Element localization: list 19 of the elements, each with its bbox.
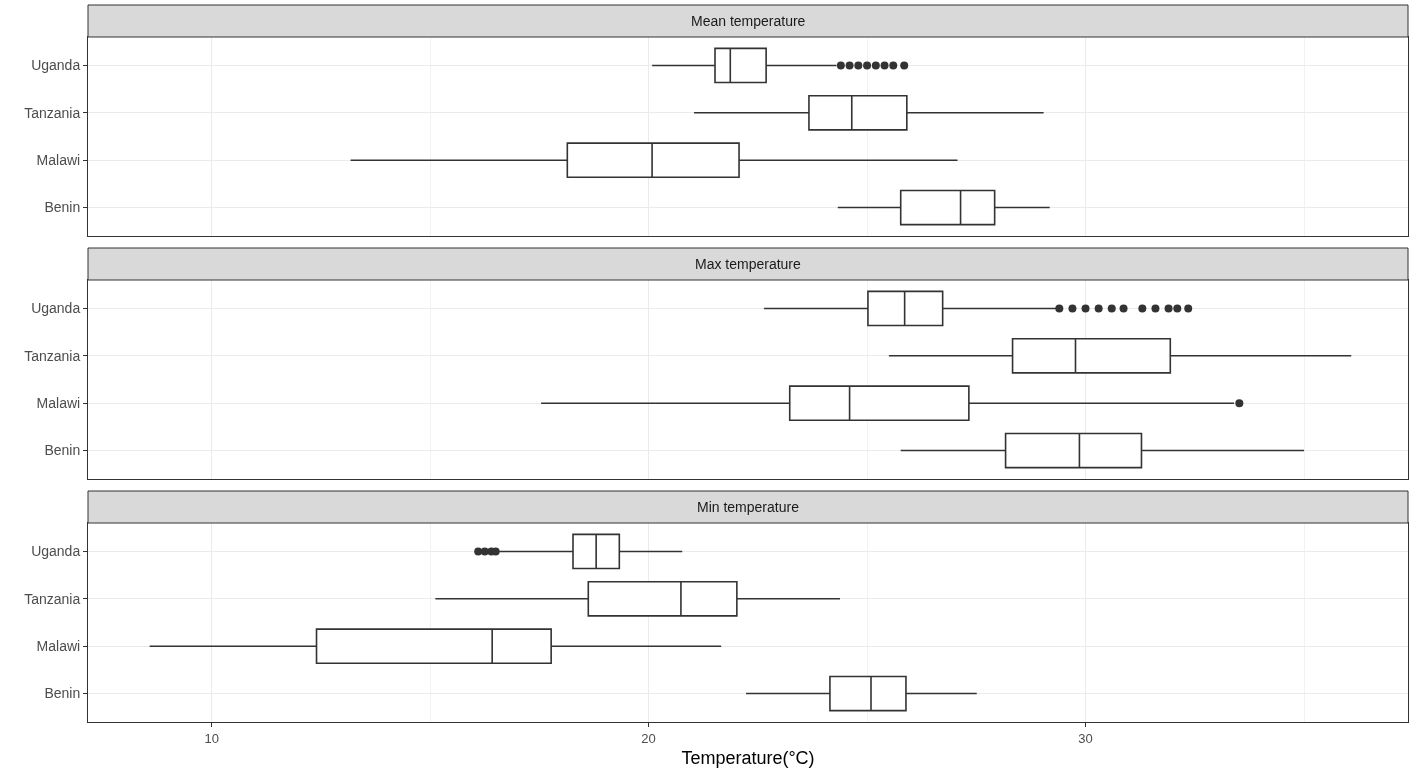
x-tick-label: 20 (641, 730, 656, 746)
y-tick-label: Tanzania (24, 590, 81, 607)
y-tick-label: Malawi (36, 638, 81, 655)
y-tick-label: Malawi (36, 395, 81, 412)
y-tick-label: Benin (44, 442, 81, 459)
y-tick-label: Tanzania (24, 104, 81, 121)
y-tick-label: Uganda (31, 300, 81, 317)
y-tick-label: Tanzania (24, 347, 81, 364)
y-tick-label: Benin (44, 685, 81, 702)
y-tick-label: Uganda (31, 543, 81, 560)
chart-title: Max temperature (695, 256, 802, 272)
y-tick-label: Benin (44, 199, 81, 216)
chart-title: Mean temperature (691, 13, 806, 29)
y-tick-label: Uganda (31, 57, 81, 74)
x-axis-title: Temperature(°C) (681, 747, 815, 768)
y-tick-label: Malawi (36, 152, 81, 169)
x-tick-label: 10 (204, 730, 219, 746)
chart-title: Min temperature (697, 499, 800, 515)
x-tick-label: 30 (1078, 730, 1093, 746)
